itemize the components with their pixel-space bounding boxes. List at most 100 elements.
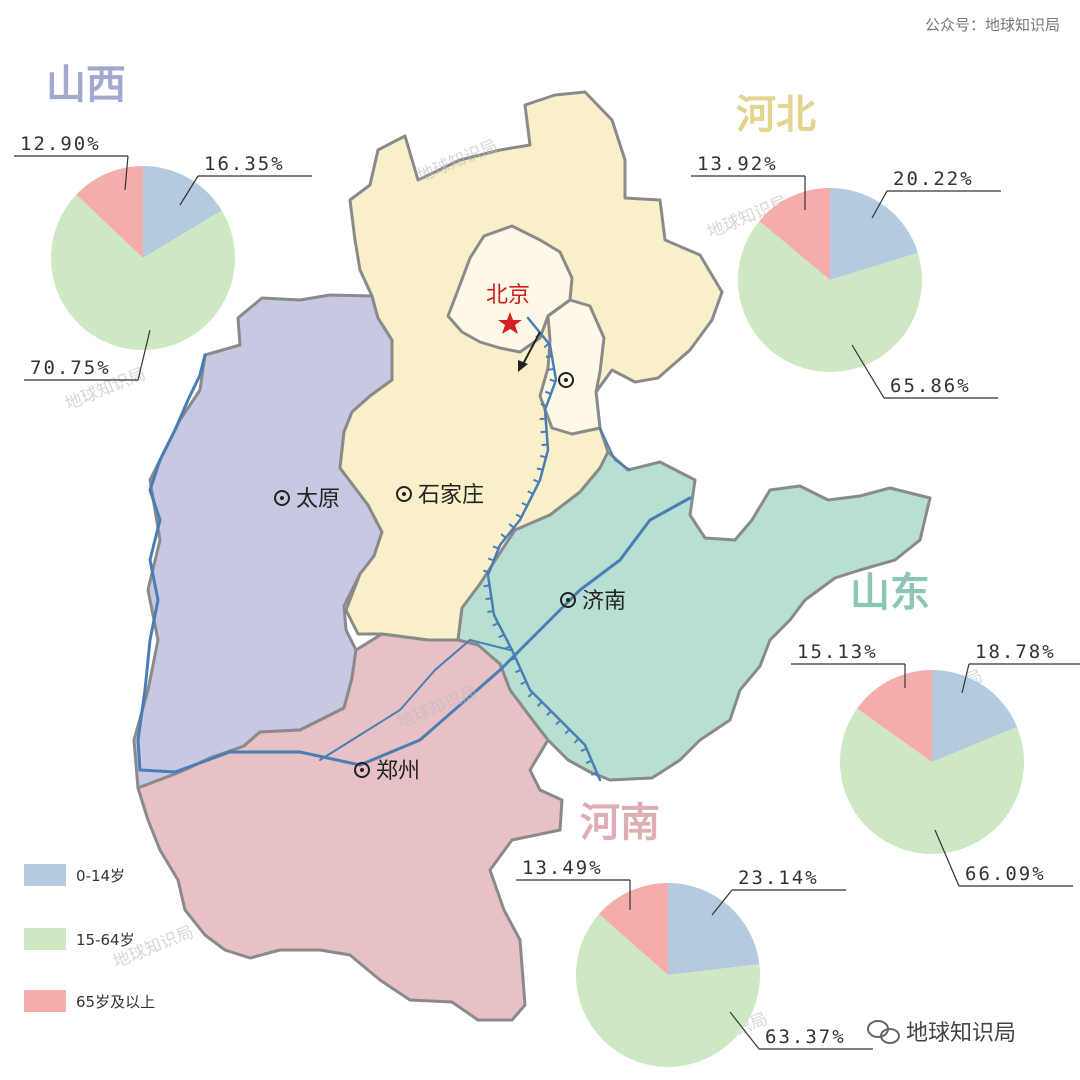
- capital-beijing: 北京: [486, 283, 541, 372]
- city-label: 郑州: [376, 759, 420, 784]
- canal-tick: [543, 342, 550, 349]
- canal-tick: [492, 545, 499, 550]
- city-label: 济南: [582, 589, 626, 614]
- canal-tick: [533, 478, 540, 484]
- province-beijing: [446, 224, 574, 354]
- header-account-label: 公众号：地球知识局: [925, 16, 1060, 34]
- canal-tick: [549, 378, 556, 383]
- data-label-slice-15-64: 65.86%: [890, 375, 971, 397]
- canal-tick: [564, 728, 571, 735]
- label-leader-line: [934, 829, 960, 887]
- pie-chart-hebei: 20.22% 65.86% 13.92%: [691, 153, 1001, 399]
- canal-tick: [536, 467, 543, 471]
- tributary-river: [319, 638, 511, 761]
- slice-65-plus: [599, 883, 668, 975]
- city-tianjin: [558, 372, 574, 388]
- grand-canal: [486, 316, 602, 782]
- slice-15-64: [839, 708, 1024, 854]
- canal-tick: [573, 737, 580, 744]
- label-leader-line: [179, 175, 199, 206]
- canal-tick: [520, 680, 527, 686]
- canal-tick: [515, 668, 522, 674]
- canal-tick: [555, 719, 561, 726]
- canal-tick: [527, 490, 534, 495]
- canal-tick: [500, 533, 507, 539]
- slice-0-14: [143, 166, 222, 258]
- label-leader-line: [124, 155, 129, 191]
- pie-chart-shandong: 18.78% 66.09% 15.13%: [791, 641, 1080, 887]
- legend-label-0-14: 0-14岁: [76, 867, 125, 885]
- canal-tick: [585, 759, 593, 764]
- age-structure-pie-charts: 16.35% 70.75% 12.90% 20.22% 65.86% 13.92% 18.7…: [14, 133, 1080, 1067]
- city-taiyuan: 太原: [274, 487, 340, 512]
- arrow-head-icon: [518, 360, 528, 372]
- pie-chart-henan: 23.14% 63.37% 13.49%: [516, 857, 873, 1067]
- label-leader-line: [729, 1011, 760, 1050]
- capital-star-icon: [498, 312, 522, 334]
- province-tianjin: [538, 298, 606, 436]
- legend-label-15-64: 15-64岁: [76, 931, 135, 949]
- canal-tick: [498, 633, 505, 639]
- canal-tick: [527, 692, 534, 698]
- data-label-slice-0-14: 16.35%: [204, 153, 285, 175]
- data-label-slice-65-plus: 15.13%: [797, 641, 878, 663]
- city-shijiazhuang: 石家庄: [396, 483, 484, 508]
- legend-swatch-15-64: [24, 928, 66, 950]
- data-label-slice-0-14: 23.14%: [738, 867, 819, 889]
- slice-0-14: [668, 882, 760, 975]
- label-leader-line: [711, 889, 733, 916]
- wechat-icon: [867, 1020, 900, 1044]
- legend: 0-14岁 15-64岁 65岁及以上: [24, 864, 155, 1012]
- legend-label-65-plus: 65岁及以上: [76, 993, 155, 1011]
- slice-65-plus: [76, 166, 143, 258]
- province-name-shandong: 山东: [850, 569, 930, 616]
- label-leader-line: [137, 329, 151, 381]
- canal-tick: [487, 610, 494, 613]
- canal-tick: [545, 355, 553, 359]
- canal-tick: [540, 402, 547, 407]
- canal-tick: [539, 454, 547, 459]
- legend-swatch-0-14: [24, 864, 66, 886]
- label-leader-line: [871, 190, 888, 219]
- canal-branch: [599, 427, 631, 471]
- data-label-slice-65-plus: 13.49%: [522, 857, 603, 879]
- slice-15-64: [576, 914, 761, 1067]
- canal-tick: [580, 747, 587, 753]
- canal-ticks: [482, 332, 598, 776]
- canal-tick: [536, 701, 543, 707]
- canal-tick: [508, 523, 515, 529]
- arrow-icon: [521, 331, 541, 367]
- canal-tick: [504, 645, 511, 650]
- capital-label: 北京: [486, 283, 530, 308]
- city-zhengzhou: 郑州: [354, 759, 420, 784]
- footer-brand: 地球知识局: [867, 1020, 1016, 1046]
- slice-15-64: [50, 194, 235, 350]
- data-label-slice-15-64: 66.09%: [965, 863, 1046, 885]
- province-map: [132, 90, 932, 1022]
- data-label-slice-15-64: 70.75%: [30, 357, 111, 379]
- canal-tick: [521, 501, 528, 507]
- canal-tick: [492, 622, 499, 627]
- province-shandong: [456, 450, 932, 782]
- province-name-hebei: 河北: [736, 91, 816, 138]
- canal-tick: [544, 390, 552, 395]
- slice-65-plus: [857, 670, 932, 762]
- city-label: 太原: [296, 487, 340, 512]
- province-henan: [136, 632, 564, 1022]
- canal-tick: [590, 771, 598, 776]
- label-leader-line: [961, 663, 970, 694]
- data-label-slice-0-14: 20.22%: [893, 168, 974, 190]
- yellow-river: [136, 353, 692, 774]
- city-label: 石家庄: [418, 483, 484, 508]
- province-name-henan: 河南: [580, 799, 660, 846]
- rivers: [136, 316, 692, 782]
- slice-15-64: [738, 221, 923, 372]
- canal-tick: [509, 657, 516, 662]
- canal-tick: [515, 513, 522, 519]
- data-label-slice-65-plus: 13.92%: [697, 153, 778, 175]
- data-label-slice-65-plus: 12.90%: [20, 133, 101, 155]
- pie-chart-shanxi: 16.35% 70.75% 12.90%: [14, 133, 312, 381]
- slice-0-14: [830, 188, 918, 280]
- footer-brand-text: 地球知识局: [906, 1021, 1016, 1046]
